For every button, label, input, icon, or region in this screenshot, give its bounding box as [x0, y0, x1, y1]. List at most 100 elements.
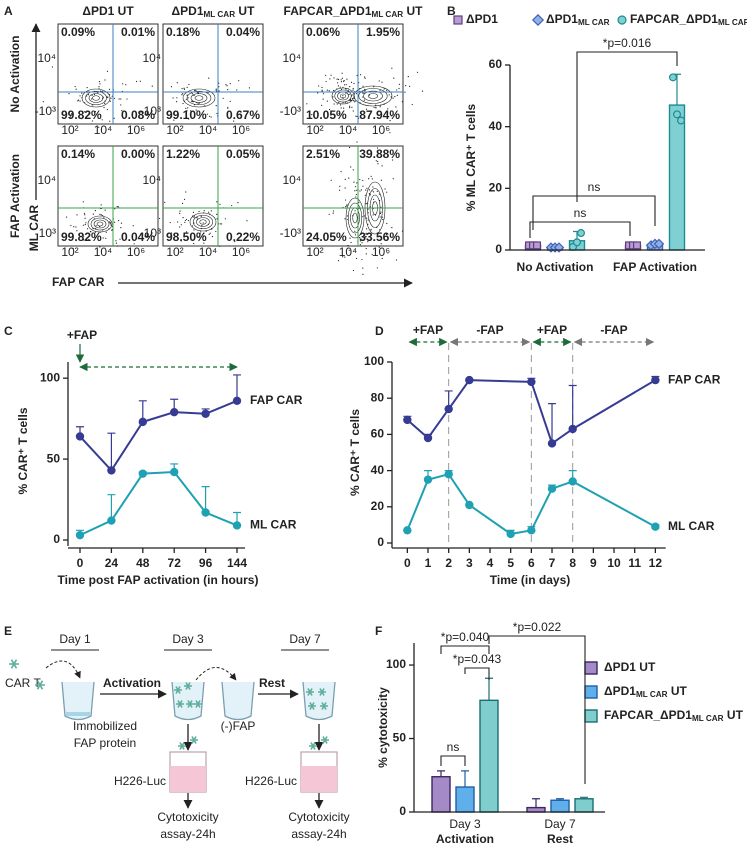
legend-label-part: UT	[636, 660, 656, 674]
event-dot	[104, 79, 106, 81]
event-dot	[103, 106, 105, 109]
assay-label: Cytotoxicity	[288, 810, 349, 824]
event-dot	[342, 95, 344, 97]
event-dot	[346, 205, 348, 207]
column-header: ΔPD1ML CAR UT	[172, 4, 256, 19]
event-dot	[378, 246, 380, 248]
legend-label-part: ML CAR	[692, 714, 724, 723]
event-dot	[109, 222, 111, 225]
event-dot	[90, 98, 93, 100]
event-dot	[344, 256, 346, 258]
event-dot	[185, 98, 187, 101]
x-tick-label: 5	[507, 556, 514, 570]
event-dot	[353, 181, 355, 183]
cell-icon	[308, 702, 316, 710]
quadrant-percent: 0.22%	[226, 230, 260, 244]
event-dot	[343, 80, 345, 82]
x-tick-label: 10⁶	[372, 245, 390, 259]
event-dot	[348, 105, 351, 107]
event-dot	[86, 86, 88, 89]
event-dot	[381, 216, 384, 218]
x-axis-label: FAP CAR	[52, 275, 105, 289]
annotation: +FAP	[67, 328, 97, 342]
flow-plot-frame	[162, 145, 264, 247]
event-dot	[200, 231, 202, 233]
panel-label: D	[375, 324, 384, 338]
event-dot	[366, 187, 368, 190]
event-dot	[404, 91, 406, 93]
event-dot	[372, 191, 375, 193]
event-dot	[119, 238, 121, 240]
event-dot	[197, 103, 199, 105]
event-dot	[184, 219, 187, 222]
event-dot	[199, 233, 201, 235]
y-axis-label: % CAR⁺ T cells	[16, 407, 30, 494]
x-tick-label: 10⁴	[199, 123, 218, 137]
step-label: Activation	[103, 676, 161, 690]
event-dot	[125, 84, 127, 86]
event-dot	[126, 98, 128, 100]
event-dot	[120, 104, 122, 106]
cell-icon	[194, 700, 202, 708]
event-dot	[99, 83, 101, 85]
event-dot	[185, 191, 187, 193]
x-tick-label: 10²	[61, 245, 78, 259]
event-dot	[396, 89, 398, 91]
event-dot	[87, 94, 89, 96]
event-dot	[381, 165, 383, 167]
event-dot	[338, 112, 340, 115]
event-dot	[182, 102, 184, 105]
bar	[431, 776, 451, 813]
y-tick-label: 10⁴	[282, 51, 301, 65]
data-point	[676, 116, 685, 125]
event-dot	[386, 222, 388, 225]
event-dot	[109, 120, 111, 122]
significance-bracket	[576, 51, 678, 202]
y-tick-label: 10⁴	[37, 51, 56, 65]
event-dot	[78, 233, 80, 236]
event-dot	[321, 104, 323, 107]
event-dot	[99, 246, 101, 248]
well-icon	[302, 681, 336, 721]
event-dot	[200, 215, 202, 217]
column-header: FAPCAR_ΔPD1ML CAR UT	[284, 4, 424, 19]
y-tick-label: 20	[489, 181, 503, 195]
x-tick-label: 0	[77, 556, 84, 570]
event-dot	[117, 206, 119, 208]
significance-label: ns	[588, 180, 601, 194]
event-dot	[360, 189, 363, 191]
event-dot	[344, 187, 346, 189]
data-point	[232, 521, 242, 530]
event-dot	[390, 235, 392, 238]
event-dot	[355, 193, 357, 196]
event-dot	[416, 71, 419, 73]
event-dot	[379, 106, 381, 108]
event-dot	[187, 107, 189, 109]
event-dot	[344, 178, 346, 181]
data-point	[201, 508, 210, 517]
series-line	[406, 379, 656, 446]
y-tick-label: -10³	[140, 226, 161, 240]
y-tick-label: 0	[377, 535, 384, 549]
event-dot	[340, 107, 342, 109]
data-point	[672, 110, 681, 119]
x-tick-label: 4	[487, 556, 494, 570]
quadrant-percent: 1.22%	[166, 147, 200, 161]
event-dot	[98, 86, 100, 88]
x-tick-label: 8	[569, 556, 576, 570]
event-dot	[370, 229, 372, 231]
event-dot	[368, 94, 371, 96]
event-dot	[377, 114, 380, 116]
event-dot	[193, 242, 195, 245]
density-contour	[87, 215, 113, 233]
well-label: (-)FAP	[221, 719, 256, 733]
event-dot	[113, 97, 116, 99]
quadrant-percent: 0.04%	[226, 25, 260, 39]
event-dot	[133, 243, 135, 245]
y-tick-label: 100	[386, 657, 406, 671]
error-bar	[233, 374, 241, 401]
cell-icon	[174, 686, 182, 694]
legend-marker	[584, 661, 598, 675]
density-contour	[352, 212, 358, 224]
